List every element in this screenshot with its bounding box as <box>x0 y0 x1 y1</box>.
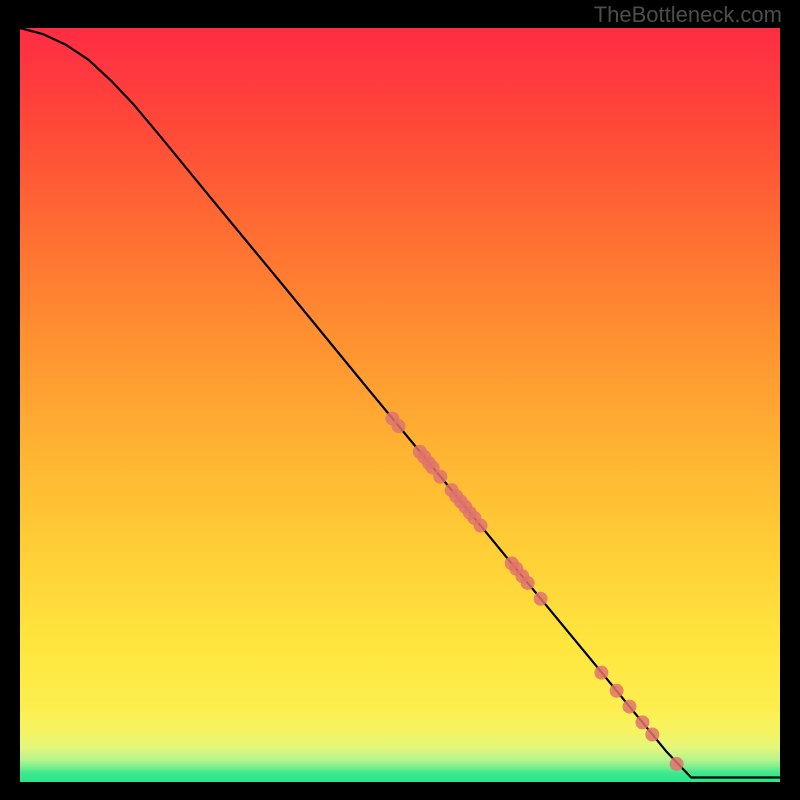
data-marker <box>635 715 649 729</box>
bottleneck-curve <box>20 28 780 777</box>
data-marker <box>670 757 684 771</box>
data-marker <box>645 728 659 742</box>
data-marker <box>521 576 535 590</box>
data-marker <box>433 470 447 484</box>
data-marker <box>391 419 405 433</box>
data-marker <box>474 519 488 533</box>
watermark-text: TheBottleneck.com <box>594 2 782 28</box>
plot-area <box>20 28 780 782</box>
data-marker <box>623 700 637 714</box>
curve-layer <box>20 28 780 782</box>
data-marker <box>610 684 624 698</box>
data-marker <box>534 592 548 606</box>
data-marker <box>594 666 608 680</box>
chart-stage: TheBottleneck.com <box>0 0 800 800</box>
